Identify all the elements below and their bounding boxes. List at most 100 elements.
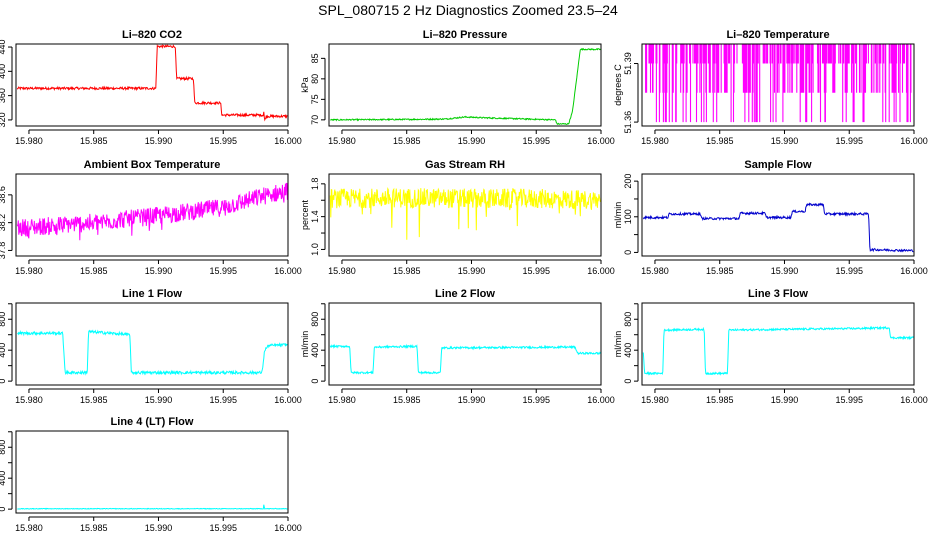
x-tick-label: 15.990 [458,136,486,146]
y-tick-label: 51.39 [623,52,633,75]
x-tick-label: 15.985 [393,266,421,276]
x-tick-label: 15.980 [641,136,669,146]
chart-panel-9: Line 3 Flow ml/min 15.980 15.985 15.990 15.99… [613,288,928,405]
x-tick-label: 15.990 [145,523,173,533]
y-axis-label: kPa [300,77,310,93]
panel-title: Li–820 Pressure [423,29,507,41]
x-tick-label: 15.980 [328,136,356,146]
x-tick-label: 16.000 [900,136,928,146]
x-tick-label: 15.985 [80,395,108,405]
x-tick-label: 16.000 [587,266,615,276]
y-tick-label: 1.0 [310,243,320,256]
x-tick-label: 15.990 [145,266,173,276]
series-line [329,343,601,375]
x-tick-label: 15.985 [706,266,734,276]
x-tick-label: 15.995 [835,395,863,405]
x-tick-label: 15.980 [15,523,43,533]
x-tick-label: 15.980 [641,266,669,276]
x-tick-label: 15.990 [771,266,799,276]
y-tick-label: 400 [0,343,7,358]
chart-panel-2: Li–820 Pressure kPa 15.980 15.985 15.990 15.9… [300,29,615,146]
x-tick-label: 15.995 [835,266,863,276]
plot-frame [15,302,289,386]
series-line [16,182,288,241]
y-tick-label: 440 [0,40,7,55]
plot-frame [328,173,602,257]
x-tick-label: 15.985 [80,136,108,146]
x-tick-label: 15.985 [393,395,421,405]
x-tick-label: 15.985 [706,395,734,405]
y-axis-label: degrees C [613,64,623,106]
x-tick-label: 15.995 [209,136,237,146]
x-tick-label: 15.995 [522,136,550,146]
panel-title: Ambient Box Temperature [84,159,221,171]
plot-frame [641,43,915,127]
panel-title: Line 1 Flow [122,288,182,300]
plot-frame [15,430,289,514]
chart-panel-7: Line 1 Flowml/min15.98015.98515.99015.99… [0,288,302,405]
x-tick-label: 16.000 [274,523,302,533]
y-tick-label: 0 [0,379,7,384]
series-line [642,202,914,253]
plot-frame [15,173,289,257]
x-tick-label: 15.990 [771,395,799,405]
chart-panel-6: Sample Flow ml/min 15.980 15.985 15.990 15.99… [613,159,928,276]
x-tick-label: 15.995 [522,266,550,276]
x-tick-label: 15.980 [328,395,356,405]
series-line [329,47,601,125]
y-tick-label: 38.6 [0,186,7,204]
x-tick-label: 15.980 [15,395,43,405]
x-tick-label: 15.985 [80,266,108,276]
y-tick-label: 800 [310,312,320,327]
series-line [329,187,601,240]
y-tick-label: 85 [310,53,320,63]
y-axis-label: ml/min [613,202,623,229]
temperature-trace [645,44,912,123]
y-tick-label: 800 [0,312,7,327]
panel-title: Line 3 Flow [748,288,808,300]
series-line [17,504,288,510]
y-tick-label: 400 [623,343,633,358]
panel-title: Li–820 CO2 [122,29,182,41]
panel-title: Line 2 Flow [435,288,495,300]
y-axis-label: ml/min [613,331,623,358]
panel-title: Li–820 Temperature [726,29,829,41]
x-tick-label: 15.995 [209,395,237,405]
y-tick-label: 400 [0,471,7,486]
x-tick-label: 15.995 [209,523,237,533]
series-line [17,329,288,376]
chart-panel-1: Li–820 CO2Licor ppm15.98015.98515.99015.… [0,29,302,146]
x-tick-label: 16.000 [900,395,928,405]
plot-frame [641,173,915,257]
y-tick-label: 0 [623,250,633,255]
y-tick-label: 51.36 [623,111,633,134]
x-tick-label: 15.990 [458,395,486,405]
x-tick-label: 15.980 [641,395,669,405]
panel-title: Line 4 (LT) Flow [111,416,194,428]
y-tick-label: 800 [623,312,633,327]
y-tick-label: 1.8 [310,178,320,191]
y-tick-label: 37.8 [0,242,7,260]
x-tick-label: 16.000 [274,266,302,276]
chart-panel-8: Line 2 Flow ml/min 15.980 15.985 15.990 15.99… [300,288,615,405]
y-tick-label: 38.2 [0,214,7,232]
plot-frame [15,43,289,127]
y-tick-label: 70 [310,115,320,125]
y-tick-label: 360 [0,88,7,103]
x-tick-label: 16.000 [274,136,302,146]
figure-title: SPL_080715 2 Hz Diagnostics Zoomed 23.5–… [318,2,618,18]
chart-panel-5: Gas Stream RH percent 15.980 15.985 15.990 15… [300,159,615,276]
plot-frame [328,43,602,127]
y-axis-label: percent [300,199,310,230]
y-tick-label: 0 [310,379,320,384]
x-tick-label: 16.000 [274,395,302,405]
plot-frame [328,302,602,386]
y-tick-label: 1.4 [310,210,320,223]
x-tick-label: 15.990 [458,266,486,276]
y-tick-label: 400 [0,64,7,79]
x-tick-label: 15.995 [209,266,237,276]
x-tick-label: 15.995 [835,136,863,146]
y-tick-label: 200 [623,174,633,189]
x-tick-label: 15.980 [328,266,356,276]
